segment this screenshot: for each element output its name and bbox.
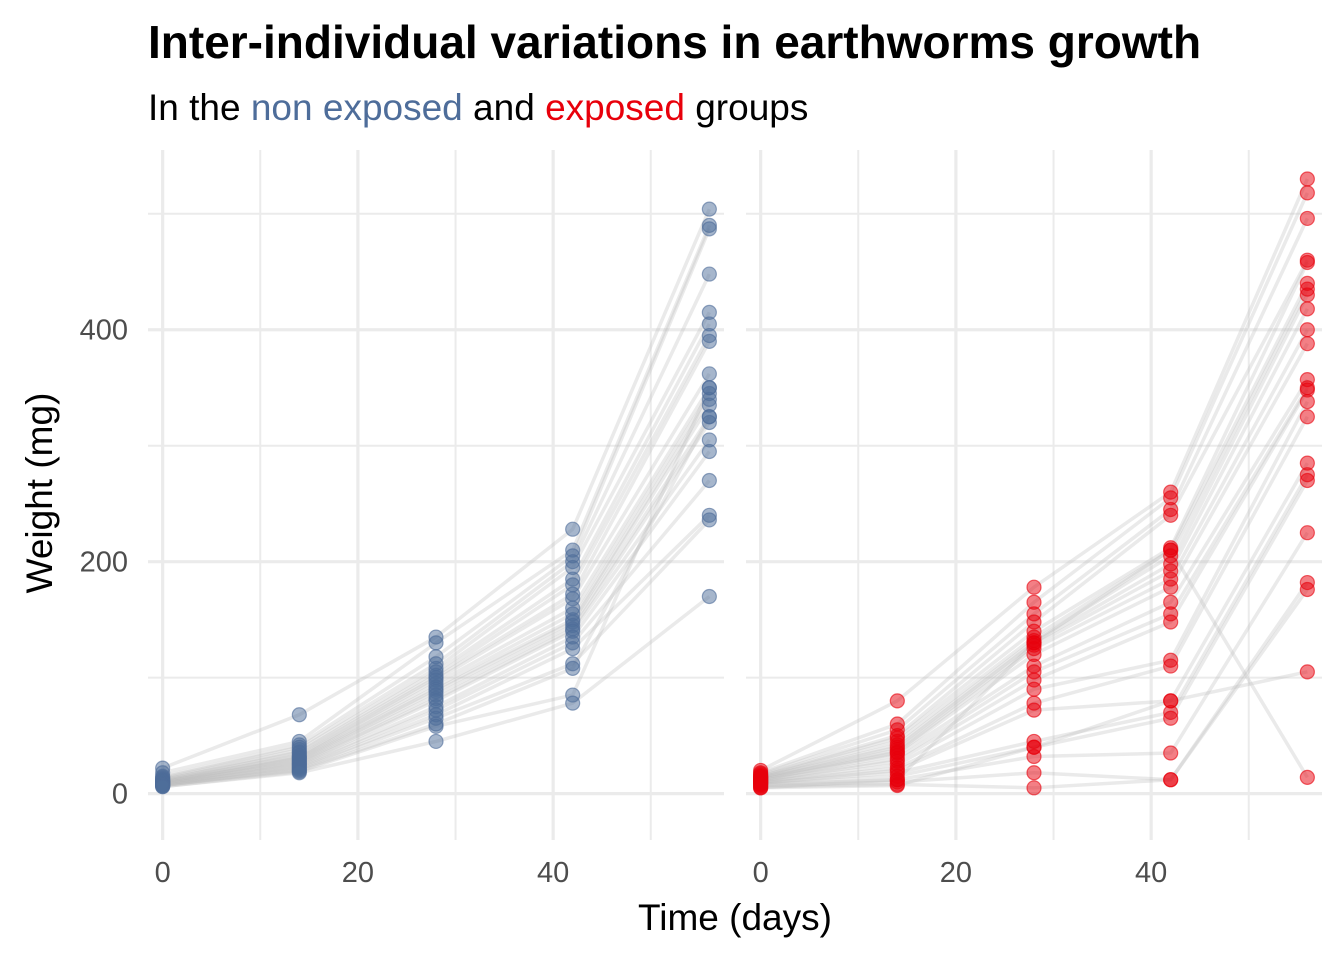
panel-non-exposed <box>148 150 724 840</box>
data-point <box>565 695 581 711</box>
data-point <box>889 772 905 788</box>
subtitle-prefix: In the <box>148 87 251 128</box>
data-point <box>701 472 717 489</box>
data-point <box>428 733 444 750</box>
data-point <box>701 409 717 425</box>
data-point <box>701 333 717 349</box>
data-point <box>1163 772 1179 788</box>
data-point <box>753 780 769 796</box>
data-point <box>1299 210 1315 227</box>
data-point <box>1299 472 1315 489</box>
data-point <box>1026 739 1042 755</box>
subtitle-middle: and <box>463 87 545 128</box>
data-point <box>701 588 717 605</box>
data-point <box>1299 287 1315 303</box>
data-point <box>701 201 717 217</box>
data-point <box>1026 765 1042 781</box>
data-point <box>1299 185 1315 201</box>
x-tick-label: 0 <box>753 857 769 889</box>
panel-exposed <box>746 150 1322 840</box>
data-point <box>565 641 581 657</box>
data-point <box>701 266 717 282</box>
data-point <box>701 512 717 528</box>
data-point <box>1163 745 1179 761</box>
data-point <box>565 660 581 676</box>
data-point <box>1026 681 1042 697</box>
x-tick-label: 0 <box>155 857 171 889</box>
gridlines <box>148 150 724 840</box>
y-axis-title: Weight (mg) <box>19 393 60 594</box>
data-point <box>889 693 905 709</box>
data-point <box>155 779 171 795</box>
chart-subtitle: In the non exposed and exposed groups <box>148 87 808 128</box>
data-point <box>1299 409 1315 425</box>
data-point <box>1163 693 1179 709</box>
subtitle-suffix: groups <box>685 87 808 128</box>
data-point <box>1299 581 1315 598</box>
chart-title: Inter-individual variations in earthworm… <box>148 16 1201 68</box>
y-axis-ticks: 0 200 400 <box>80 315 128 811</box>
data-point <box>428 635 444 651</box>
data-point <box>291 707 307 723</box>
data-point <box>1026 579 1042 595</box>
data-point <box>1163 507 1179 523</box>
data-point <box>1163 542 1179 558</box>
data-point <box>1299 171 1315 187</box>
data-point <box>701 380 717 396</box>
data-points <box>753 171 1315 796</box>
data-point <box>1163 579 1179 595</box>
data-point <box>428 718 444 734</box>
x-tick-label: 40 <box>1135 857 1167 889</box>
y-tick-label: 0 <box>112 779 128 811</box>
data-point <box>701 443 717 460</box>
data-point <box>1299 664 1315 680</box>
data-point <box>1026 635 1042 651</box>
data-point <box>1163 710 1179 726</box>
y-tick-label: 400 <box>80 315 128 347</box>
subtitle-group-exposed: exposed <box>545 87 685 128</box>
subtitle-group-non-exposed: non exposed <box>251 87 463 128</box>
data-point <box>701 366 717 382</box>
data-point <box>291 765 307 781</box>
gridlines <box>746 150 1322 840</box>
x-axis-title: Time (days) <box>638 897 832 938</box>
x-tick-label: 20 <box>342 857 374 889</box>
data-point <box>1299 394 1315 410</box>
data-point <box>1299 301 1315 317</box>
data-point <box>1163 658 1179 674</box>
data-point <box>1299 336 1315 352</box>
data-point <box>1299 322 1315 338</box>
data-point <box>1299 525 1315 541</box>
data-point <box>1299 254 1315 271</box>
data-points <box>155 201 717 795</box>
x-axis-ticks: 0 20 40 0 20 40 <box>155 857 1168 889</box>
y-tick-label: 200 <box>80 547 128 579</box>
x-tick-label: 20 <box>940 857 972 889</box>
x-tick-label: 40 <box>537 857 569 889</box>
data-point <box>1026 780 1042 796</box>
data-point <box>1299 769 1315 785</box>
data-point <box>1163 614 1179 630</box>
data-point <box>565 521 581 537</box>
data-point <box>1026 702 1042 718</box>
data-point <box>701 221 717 237</box>
